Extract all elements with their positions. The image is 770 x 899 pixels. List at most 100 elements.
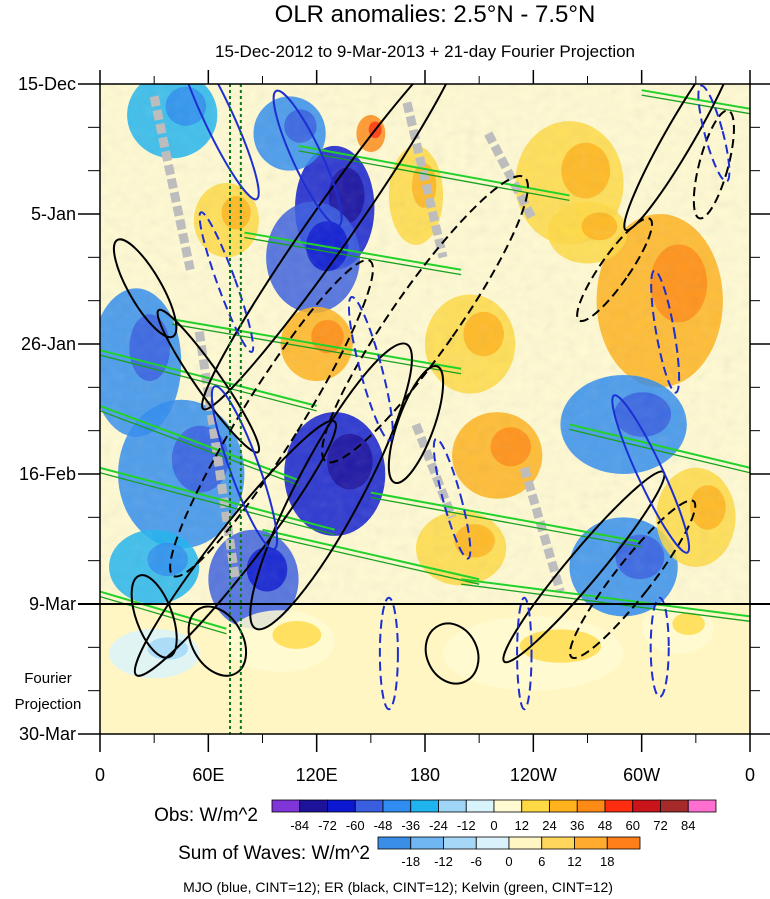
obs-colorbar-tick-label: 72 [653,818,667,833]
er-contour [130,574,178,659]
kelvin-contour [370,496,642,548]
mjo-contour [432,437,472,560]
er-contour [156,308,261,454]
obs-colorbar-tick-label: -24 [429,818,448,833]
mjo-contour [210,385,279,551]
waves-colorbar-swatch [606,836,641,850]
obs-colorbar-tick-label: 60 [626,818,640,833]
obs-colorbar-tick-label: -72 [318,818,337,833]
er-contour [424,622,480,685]
obs-colorbar-tick-label: 24 [542,818,556,833]
obs-colorbar-label: Obs: W/m^2 [154,805,258,826]
obs-colorbar-swatch [632,799,661,813]
obs-colorbar-tick-label: -60 [346,818,365,833]
mjo-contour [516,596,533,711]
plot-area [100,84,750,734]
kelvin-contour [100,410,299,486]
obs-colorbar-swatch [687,799,717,813]
grey-band [402,101,448,259]
waves-colorbar-label: Sum of Waves: W/m^2 [178,843,370,864]
kelvin-contour [641,94,750,115]
y-tick-label: 9-Mar [29,594,76,614]
kelvin-contour [461,583,750,622]
obs-colorbar-swatch [604,799,634,813]
er-contour [569,499,697,660]
y-tick-label: 15-Dec [18,74,76,94]
obs-colorbar-swatch [410,799,439,813]
er-contour [112,238,178,339]
grey-band [149,95,195,271]
kelvin-contour [100,466,335,531]
x-tick-label: 120W [510,765,557,785]
er-contour [187,605,248,677]
er-contour [321,175,529,464]
obs-colorbar-tick-label: 48 [598,818,612,833]
waves-colorbar-tick-label: 0 [505,854,512,869]
anomaly-core [672,612,705,635]
waves-colorbar: -18 -12 -6 0 6 12 18 [377,836,641,869]
er-contour [692,109,735,220]
er-contour [133,419,337,677]
x-tick-label: 0 [95,765,105,785]
er-contour [387,364,445,484]
chart-title: OLR anomalies: 2.5°N - 7.5°N [275,1,596,28]
kelvin-contour [100,404,299,482]
obs-colorbar-tick-label: 84 [681,818,695,833]
mjo-contour [611,394,691,554]
missing-data-bands [149,95,565,593]
obs-colorbar: -84 -72 -60 -48 -36 -24 -12 0 12 24 36 48 60 72 84 [271,799,717,833]
projection-label-line2: Projection [15,696,82,713]
kelvin-contour [298,150,570,202]
obs-colorbar-swatch [465,799,495,813]
kelvin-contour [460,578,750,618]
obs-colorbar-tick-label: 12 [515,818,529,833]
waves-colorbar-tick-label: 18 [600,854,614,869]
mjo-contour [272,89,343,227]
obs-colorbar-tick-label: 0 [490,818,497,833]
obs-colorbar-swatch [354,799,384,813]
waves-colorbar-tick-label: 12 [567,854,581,869]
obs-colorbar-swatch [493,799,523,813]
y-axis: 15-Dec 5-Jan 26-Jan 16-Feb 9-Mar 30-Mar [18,74,770,744]
mjo-contour [198,211,255,353]
mjo-contour [697,84,731,183]
kelvin-contour [100,472,335,536]
waves-colorbar-swatch [541,836,575,850]
chart-subtitle: 15-Dec-2012 to 9-Mar-2013 + 21-day Fouri… [215,42,635,61]
kelvin-contour [262,534,480,585]
obs-colorbar-swatch [327,799,356,813]
obs-colorbar-swatch [438,799,467,813]
kelvin-contour [172,323,462,375]
obs-colorbar-swatch [382,799,412,813]
kelvin-contour [244,236,462,276]
waves-colorbar-swatch [574,836,608,850]
kelvin-contour [641,89,750,110]
projection-label-line1: Fourier [24,670,72,687]
obs-colorbar-swatch [271,799,301,813]
waves-colorbar-tick-label: 6 [538,854,545,869]
waves-colorbar-swatch [475,836,510,850]
kelvin-contour [370,491,642,544]
mjo-contour [649,596,670,698]
footnote: MJO (blue, CINT=12); ER (black, CINT=12)… [183,879,613,895]
x-tick-label: 180 [410,765,440,785]
waves-colorbar-tick-label: -6 [470,854,482,869]
waves-colorbar-tick-label: -12 [434,854,453,869]
x-tick-label: 120E [296,765,338,785]
mjo-contour [650,269,681,394]
kelvin-contour [262,528,480,581]
x-axis: 0 60E 120E 180 120W 60W 0 [95,70,755,785]
waves-colorbar-swatch [443,836,477,850]
y-tick-label: 26-Jan [21,334,76,354]
wave-contours [100,84,750,711]
waves-colorbar-swatch [410,836,444,850]
obs-colorbar-tick-label: -36 [401,818,420,833]
kelvin-contour [100,349,317,407]
waves-colorbar-swatch [377,836,412,850]
obs-colorbar-swatch [576,799,606,813]
obs-colorbar-tick-label: -12 [457,818,476,833]
obs-colorbar-tick-label: -48 [374,818,393,833]
waves-colorbar-tick-label: -18 [401,854,420,869]
y-tick-label: 5-Jan [31,204,76,224]
